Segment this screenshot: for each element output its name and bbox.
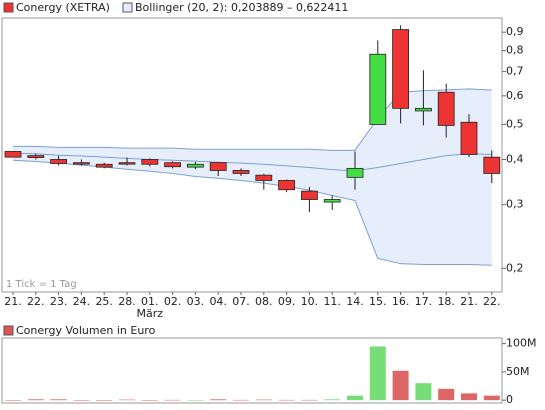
candle-body	[278, 180, 296, 191]
x-tick-label: 22.	[27, 295, 45, 308]
x-tick-label: 02.	[164, 295, 182, 308]
bollinger-lower	[12, 159, 492, 266]
y-tick-label: 0,7	[506, 65, 524, 78]
band-layer	[12, 88, 492, 266]
volume-bar	[461, 393, 477, 401]
x-tick-label: 23.	[50, 295, 68, 308]
x-tick-label: 11.	[323, 295, 341, 308]
candle-body	[414, 107, 432, 112]
candle-body	[300, 190, 318, 200]
x-tick-label: 04.	[209, 295, 227, 308]
volume-bar	[392, 370, 409, 401]
x-tick-label: 07.	[232, 295, 250, 308]
candle-body	[460, 121, 478, 155]
x-tick-label: 28.	[118, 295, 136, 308]
legend-icon	[3, 325, 14, 336]
volume-bar	[141, 400, 158, 401]
volume-bar	[324, 399, 341, 401]
volume-bar	[50, 399, 67, 401]
candle-body	[118, 162, 136, 165]
candle-body	[255, 174, 273, 181]
x-tick-label: 01.	[141, 295, 159, 308]
volume-bar	[301, 399, 318, 401]
candle-body	[437, 91, 455, 126]
y-tick-label: 0,6	[506, 89, 524, 102]
volume-bar	[119, 399, 135, 401]
x-tick-label: 14.	[346, 295, 364, 308]
volume-bar	[278, 399, 295, 401]
candle-body	[346, 167, 364, 178]
y-tick-label: 0	[506, 393, 513, 406]
x-tick-label: 18.	[437, 295, 455, 308]
x-tick-label: 09.	[278, 295, 296, 308]
x-tick-label: 15.	[369, 295, 387, 308]
x-tick-label: 03.	[187, 295, 205, 308]
y-tick-label: 0,5	[506, 117, 524, 130]
x-tick-label: 17.	[415, 295, 433, 308]
candle-body	[209, 162, 227, 171]
y-tick-label: 0,9	[506, 25, 524, 38]
bollinger-middle	[12, 152, 492, 172]
x-tick-label: 08.	[255, 295, 273, 308]
candle-body	[141, 159, 159, 165]
candle-body	[392, 29, 410, 109]
volume-bar	[187, 400, 204, 401]
volume-bar	[27, 399, 44, 401]
candle-body	[164, 162, 182, 168]
y-tick-label: 0,4	[506, 152, 524, 165]
volume-bar	[96, 400, 113, 401]
bollinger-fill	[13, 88, 492, 266]
legend-icon	[3, 2, 14, 13]
volume-bar	[347, 395, 363, 401]
y-tick-label: 0,2	[506, 261, 524, 274]
volume-bar	[438, 388, 455, 401]
y-tick-label: 50M	[506, 365, 530, 378]
volume-bar	[255, 399, 272, 401]
volume-bar	[5, 400, 21, 401]
candle-body	[483, 156, 501, 174]
x-tick-label: 25.	[95, 295, 113, 308]
y-tick-label: 0,8	[506, 44, 524, 57]
candle-body	[232, 170, 250, 174]
bollinger-upper	[13, 88, 492, 151]
x-tick-label: 22.	[483, 295, 501, 308]
candle-body	[323, 199, 341, 203]
y-tick-label: 0,3	[506, 198, 524, 211]
candle-body	[369, 53, 387, 125]
mark-layer	[4, 25, 501, 401]
x-tick-label: 24.	[73, 295, 91, 308]
candle-body	[27, 155, 45, 158]
legend-price: Conergy (XETRA)	[16, 1, 110, 14]
legend-volume: Conergy Volumen in Euro	[16, 324, 156, 337]
volume-bar	[483, 395, 500, 401]
month-label: März	[137, 307, 164, 320]
legend-bollinger: Bollinger (20, 2): 0,203889 – 0,622411	[135, 1, 348, 14]
volume-bar	[369, 346, 386, 401]
x-tick-label: 21.	[460, 295, 478, 308]
candle-body	[73, 162, 90, 165]
tick-note: 1 Tick = 1 Tag	[6, 279, 77, 290]
volume-bar	[164, 399, 181, 401]
y-tick-label: 100M	[506, 337, 537, 350]
candle-body	[50, 159, 67, 164]
candle-body	[4, 151, 22, 158]
volume-bar	[415, 383, 432, 401]
volume-bar	[233, 399, 249, 401]
candle-body	[186, 163, 204, 168]
x-tick-label: 16.	[392, 295, 410, 308]
volume-bar	[73, 400, 90, 401]
x-tick-label: 21.	[4, 295, 22, 308]
x-tick-label: 10.	[301, 295, 319, 308]
candle-body	[95, 163, 113, 168]
legend-icon	[122, 2, 133, 13]
volume-bar	[210, 399, 227, 401]
